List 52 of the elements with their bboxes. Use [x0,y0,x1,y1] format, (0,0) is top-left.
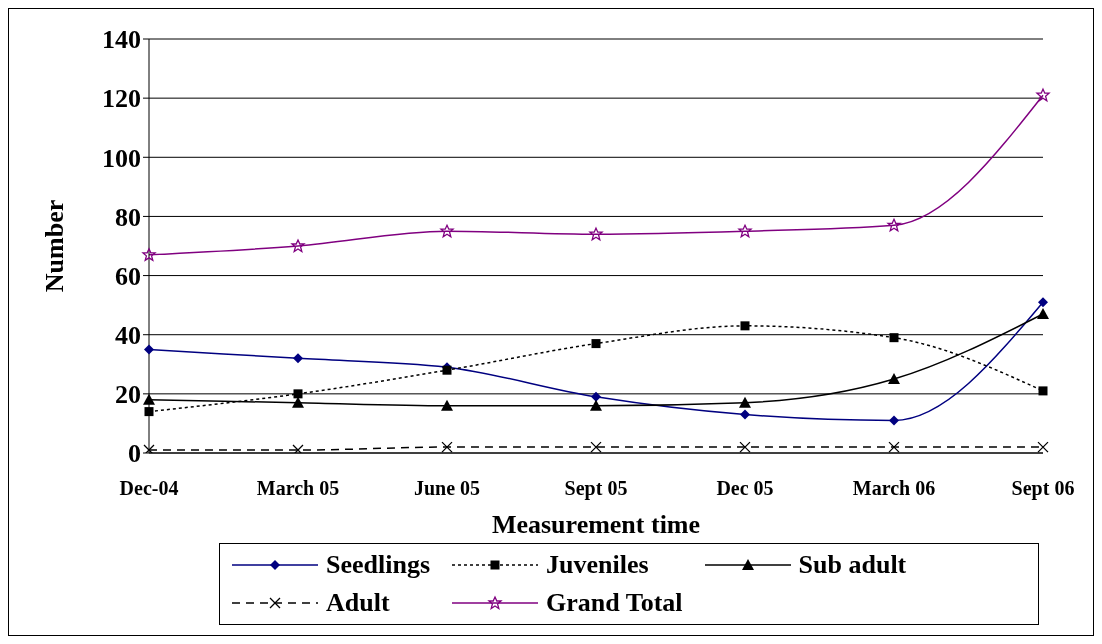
x-tick-label: Sept 05 [564,477,628,501]
point [441,399,453,411]
point [887,218,901,232]
point [590,399,602,411]
point [1037,441,1049,453]
y-tick-label: 0 [128,439,141,469]
y-tick-label: 100 [102,143,141,173]
point [1038,386,1048,396]
point [1038,297,1048,308]
legend-label: Seedlings [326,550,431,580]
point [591,391,601,402]
point [590,441,602,453]
x-tick-label: Dec 05 [716,477,774,500]
point [142,248,156,262]
point [740,409,750,420]
point [591,339,601,349]
point [144,407,154,417]
point [441,441,453,453]
legend-label: Adult [326,588,390,618]
point [739,441,751,453]
legend-label: Sub adult [798,550,907,580]
point [291,239,305,253]
y-tick-label: 140 [102,25,141,55]
point [1037,308,1049,320]
x-tick-label: Sept 06 [1011,477,1075,501]
point [888,441,900,453]
y-tick-label: 60 [115,261,141,291]
y-tick-label: 20 [115,380,141,410]
point [739,396,751,408]
point [293,389,303,399]
y-tick-label: 120 [102,84,141,114]
x-tick-label: Dec-04 [119,477,179,500]
y-tick-label: 40 [115,320,141,350]
point [293,353,303,364]
point [292,444,304,453]
point [740,321,750,331]
x-axis-title: Measurement time [491,510,701,539]
legend-label: Grand Total [546,588,683,618]
point [1036,88,1050,102]
y-axis-title: Number [40,199,70,293]
x-tick-label: March 05 [256,477,340,500]
point [888,373,900,385]
x-tick-label: March 06 [852,477,936,500]
point [889,333,899,343]
y-tick-label: 80 [115,202,141,232]
point [738,224,752,238]
x-tick-label: June 05 [413,477,481,500]
point [440,224,454,238]
point [144,344,154,355]
point [589,227,603,241]
point [889,415,899,426]
legend-label: Juveniles [546,550,649,580]
